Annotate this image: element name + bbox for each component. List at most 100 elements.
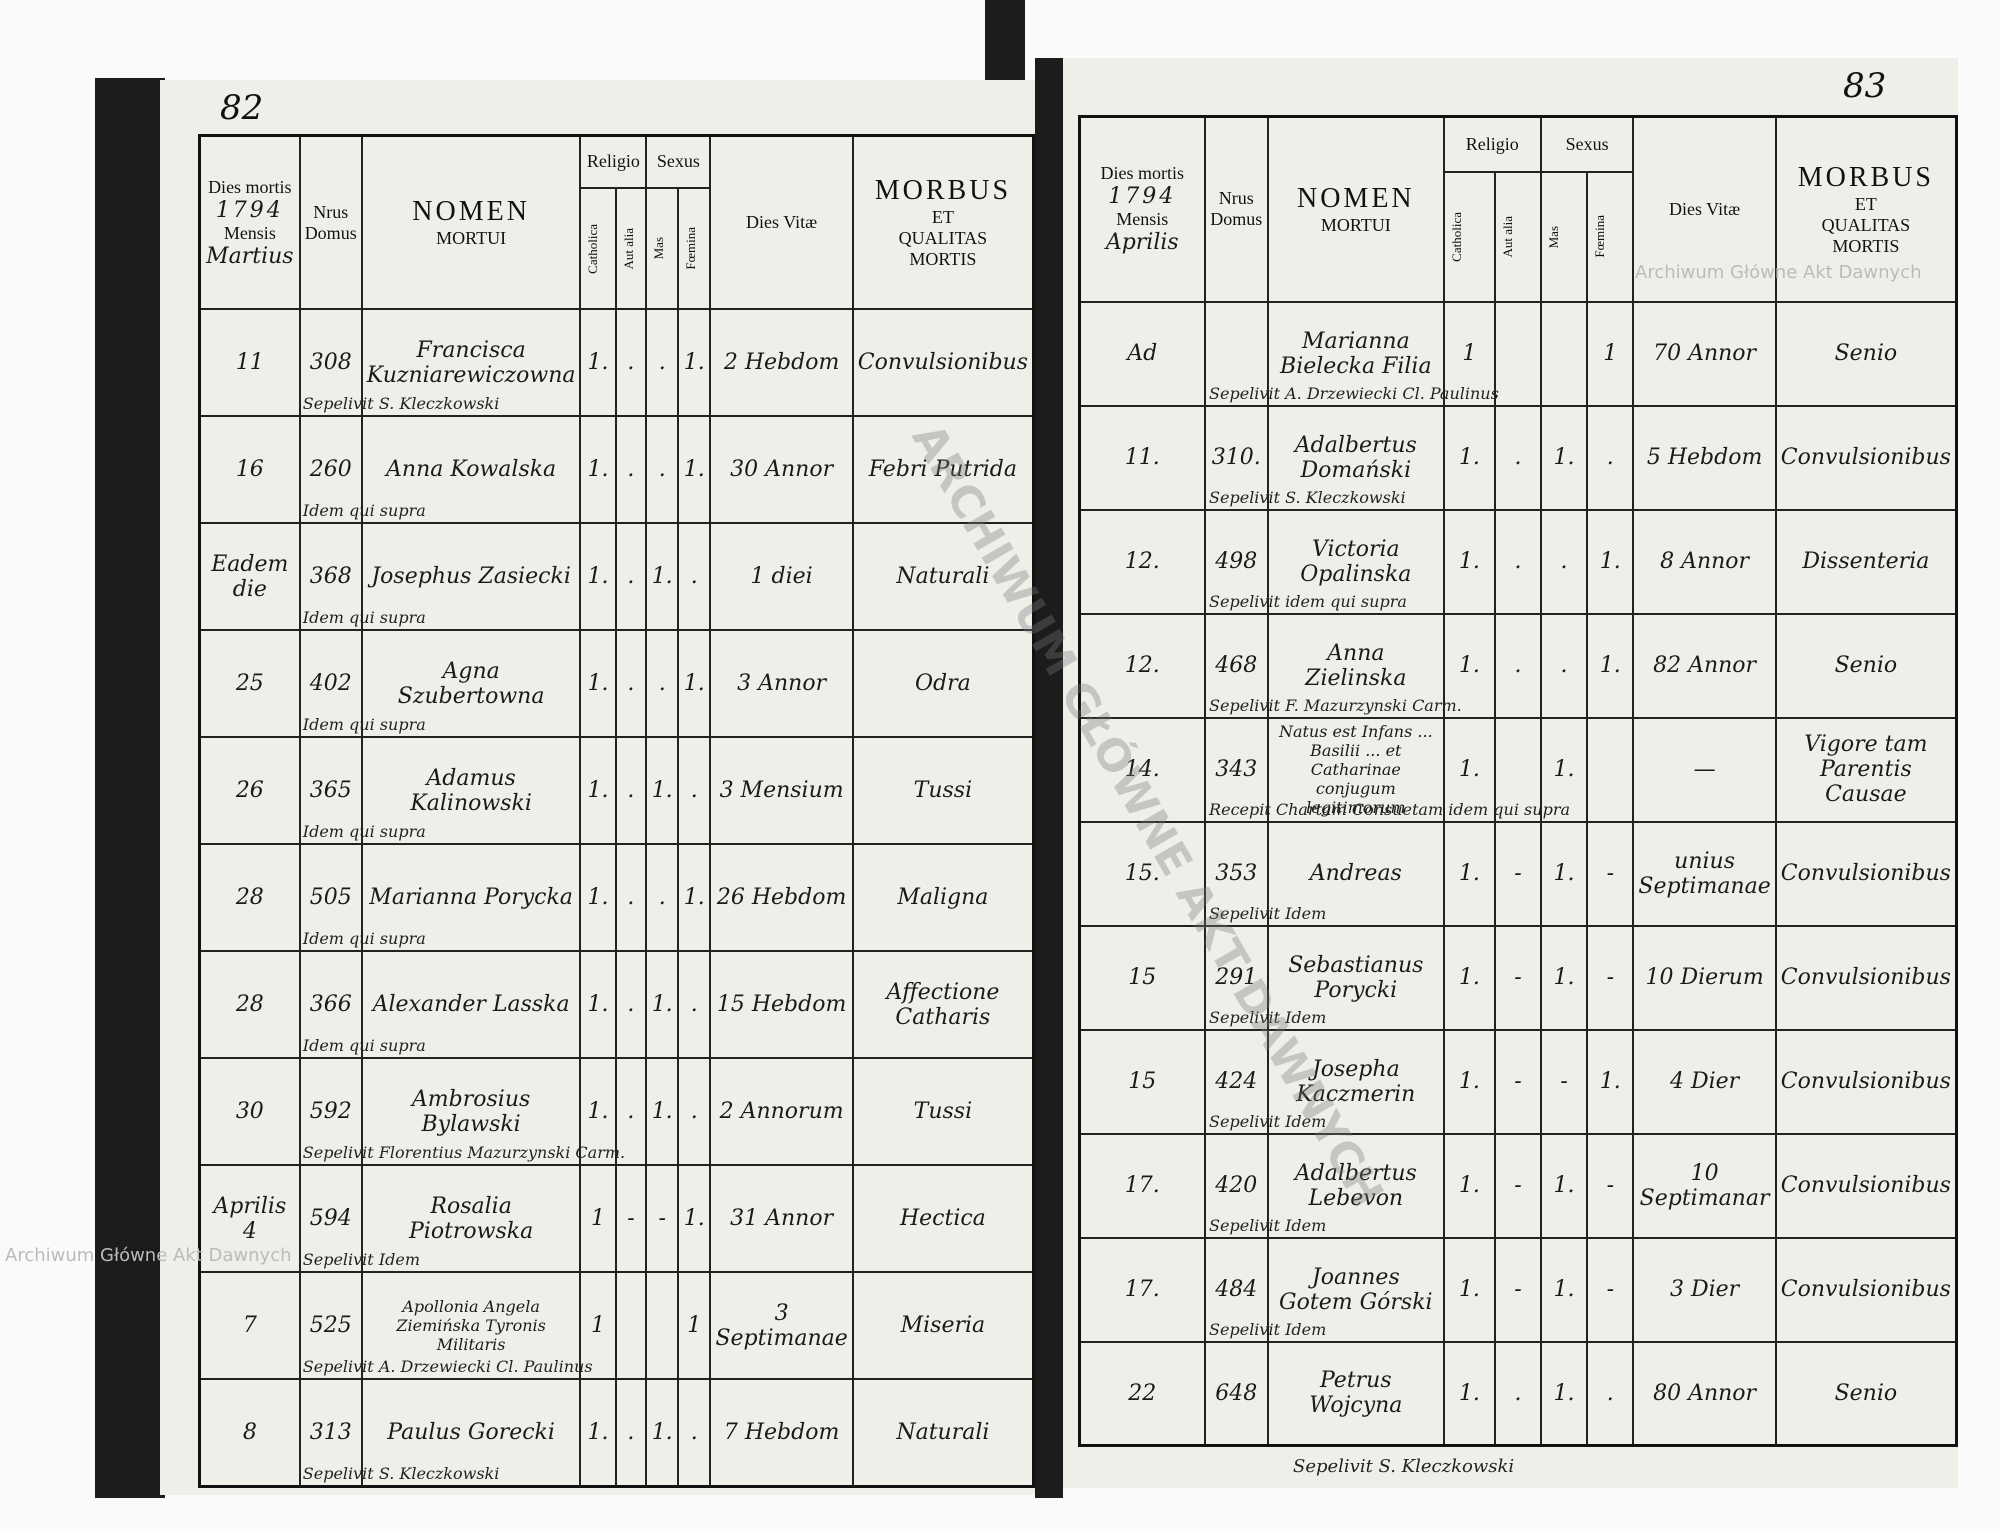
- cell-text: 313: [309, 1420, 352, 1446]
- cell-mas: [645, 1271, 680, 1381]
- cell-text: -: [658, 1206, 666, 1232]
- cell-catholica: 1.: [579, 1057, 617, 1167]
- cell-dies-vitae: 3 Septimanae: [709, 1271, 854, 1381]
- cell-text: Vigore tam Parentis Causae: [1804, 732, 1928, 807]
- cell-day: 14.: [1078, 716, 1206, 823]
- cell-name: Sebastianus Porycki Sepelivit Idem: [1209, 924, 1445, 1031]
- cell-aut-alia: -: [614, 1164, 648, 1274]
- cell-text: Marianna Porycka: [369, 885, 573, 911]
- header-text: Dies mortis: [1100, 163, 1185, 184]
- cell-text: .: [690, 992, 698, 1018]
- cell-text: Andreas: [1309, 861, 1402, 886]
- cell-text: .: [627, 778, 635, 804]
- cell-house: 468: [1203, 612, 1270, 719]
- cell-name: Marianna Porycka Idem qui supra: [303, 843, 582, 953]
- cell-text: Dissenteria: [1802, 549, 1930, 574]
- cell-text: Rosalia Piotrowska: [408, 1193, 534, 1244]
- cell-foemina: -: [1586, 1236, 1635, 1343]
- cell-house: 484: [1203, 1236, 1270, 1343]
- cell-catholica: 1: [579, 1271, 617, 1381]
- page-number: 83: [1843, 66, 1887, 106]
- cell-morbus: Tussi: [851, 736, 1035, 846]
- cell-text: 1: [1603, 341, 1618, 366]
- header-text: ET: [1854, 193, 1877, 214]
- cell-text: 1.: [587, 457, 609, 483]
- cell-foemina: 1: [1586, 300, 1635, 407]
- cell-foemina: .: [677, 522, 712, 632]
- cell-name: Francisca Kuzniarewiczowna Sepelivit S. K…: [303, 308, 582, 418]
- cell-aut-alia: -: [1494, 1028, 1542, 1135]
- cell-text: 80 Annor: [1653, 1380, 1757, 1406]
- cell-text: 1.: [587, 778, 609, 804]
- header-row: Dies mortis 1794 Mensis Martius Nrus Domus NO…: [198, 134, 1035, 311]
- register-row: 15. 353 Andreas Sepelivit Idem 1. -1. - unius S…: [1078, 820, 1958, 927]
- cell-day: Ad: [1078, 300, 1206, 407]
- header-cell: MORBUS ET QUALITAS MORTIS: [851, 134, 1035, 311]
- spine: [1035, 58, 1063, 1498]
- header-text: Religio: [1465, 134, 1519, 154]
- cell-morbus: Maligna: [851, 843, 1035, 953]
- cell-aut-alia: .: [614, 522, 648, 632]
- cell-house: 498: [1203, 508, 1270, 615]
- cell-text: 1 diei: [750, 564, 813, 590]
- cell-text: 1.: [587, 564, 609, 590]
- header-cell: Nrus Domus: [298, 134, 363, 311]
- cell-text: 82 Annor: [1653, 653, 1757, 678]
- cell-text: 1.: [1553, 1380, 1575, 1406]
- cell-text: Convulsionibus: [1780, 861, 1951, 886]
- cell-text: 25: [235, 671, 264, 697]
- cell-text: 1.: [651, 1099, 673, 1125]
- header-row: Catholica Aut alia Mas Fœmina: [1080, 171, 1957, 303]
- cell-day: 15: [1078, 924, 1206, 1031]
- cell-aut-alia: -: [1494, 1132, 1542, 1239]
- cell-text: 7 Hebdom: [723, 1420, 840, 1446]
- header-cell: Religio: [1442, 115, 1542, 173]
- cell-foemina: 1.: [677, 1164, 712, 1274]
- cell-catholica: 1.: [579, 629, 617, 739]
- cell-aut-alia: .: [614, 1057, 648, 1167]
- cell-text: 1.: [1458, 653, 1480, 678]
- cell-text: 2 Annorum: [719, 1099, 844, 1125]
- cell-text: 70 Annor: [1653, 341, 1757, 366]
- cell-catholica: 1.: [579, 1378, 617, 1488]
- header-text: Dies Vitæ: [746, 212, 818, 233]
- burial-note: Sepelivit Idem: [1209, 1111, 1327, 1131]
- cell-day: 11.: [1078, 404, 1206, 511]
- cell-mas: 1.: [645, 1378, 680, 1488]
- cell-house: 505: [298, 843, 363, 953]
- cell-mas: 1.: [645, 950, 680, 1060]
- cell-dies-vitae: 1 diei: [709, 522, 854, 632]
- burial-note: Sepelivit A. Drzewiecki Cl. Paulinus: [1209, 383, 1499, 403]
- cell-text: 22: [1128, 1380, 1157, 1406]
- header-cell: NOMEN MORTUI: [1267, 115, 1445, 303]
- cell-house: 343: [1203, 716, 1270, 823]
- burial-note: Idem qui supra: [302, 608, 426, 628]
- register-row: 28 505 Marianna Porycka Idem qui supra 1... 1…: [198, 843, 1035, 953]
- header-text: ET: [931, 207, 954, 228]
- cell-foemina: -: [1586, 1132, 1635, 1239]
- cell-text: .: [1514, 653, 1522, 678]
- cell-text: -: [1560, 1069, 1568, 1094]
- cell-text: 505: [309, 885, 352, 911]
- cell-text: 1.: [1553, 445, 1575, 470]
- cell-aut-alia: .: [614, 415, 648, 525]
- cell-text: Convulsionibus: [1780, 1069, 1951, 1094]
- cell-aut-alia: [1494, 716, 1542, 823]
- header-cell: NOMEN MORTUI: [360, 134, 582, 311]
- footer-note: Sepelivit S. Kleczkowski: [1293, 1456, 1515, 1477]
- cell-text: -: [1514, 1173, 1522, 1198]
- cell-day: 22: [1078, 1340, 1206, 1447]
- cell-morbus: Hectica: [851, 1164, 1035, 1274]
- binding-edge: [95, 78, 165, 1498]
- page-number: 82: [220, 88, 264, 128]
- cell-day: 17.: [1078, 1132, 1206, 1239]
- cell-house: 260: [298, 415, 363, 525]
- cell-foemina: 1.: [677, 843, 712, 953]
- header-text: MORBUS: [1797, 161, 1934, 193]
- header-cell: Sexus: [1539, 115, 1635, 173]
- burial-note: Sepelivit Idem: [1209, 1319, 1327, 1339]
- cell-text: 14.: [1124, 757, 1160, 782]
- cell-text: 1.: [1553, 1173, 1575, 1198]
- cell-catholica: 1.: [1442, 924, 1497, 1031]
- cell-text: Francisca Kuzniarewiczowna: [366, 337, 576, 388]
